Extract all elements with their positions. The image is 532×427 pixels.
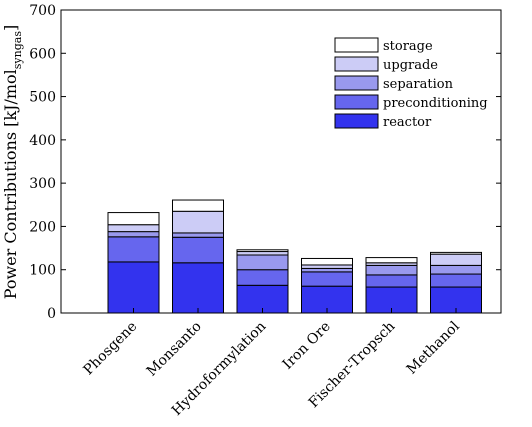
bar-segment-reactor: [107, 261, 160, 314]
bar-segment-preconditioning: [107, 236, 160, 263]
legend-swatch-separation: [334, 75, 379, 91]
y-axis-label-sub: syngas: [11, 31, 24, 70]
bar-segment-separation: [430, 264, 482, 275]
y-tick-label: 400: [29, 133, 56, 149]
legend-swatch-reactor: [334, 113, 379, 129]
bar-segment-storage: [172, 199, 224, 212]
bar-segment-separation: [107, 231, 160, 238]
bar-segment-storage: [430, 251, 482, 255]
legend-swatch-storage: [334, 37, 379, 53]
legend-swatch-preconditioning: [334, 94, 379, 110]
y-tick-label: 500: [29, 90, 56, 106]
y-tick-label: 200: [29, 219, 56, 235]
x-tick-label: Monsanto: [144, 319, 205, 380]
bar-segment-upgrade: [107, 224, 160, 233]
bar-segment-storage: [365, 257, 418, 264]
y-tick-label: 0: [47, 306, 56, 322]
y-axis-label-close: ]: [1, 25, 20, 31]
bar-segment-preconditioning: [301, 271, 353, 287]
y-axis: 0 100 200 300 400 500 600 700: [29, 3, 501, 322]
bar-segment-upgrade: [430, 253, 482, 266]
y-tick-label: 100: [29, 263, 56, 279]
x-tick-label: Iron Ore: [280, 319, 334, 373]
bar-segment-preconditioning: [430, 273, 482, 288]
bar-segment-separation: [236, 254, 289, 271]
bar-segment-upgrade: [172, 210, 224, 234]
bar-segment-upgrade: [236, 251, 289, 256]
x-tick-label: Phosgene: [81, 319, 141, 379]
bar-segment-separation: [172, 232, 224, 238]
y-tick-label: 600: [29, 46, 56, 62]
bar-segment-preconditioning: [172, 236, 224, 264]
legend-label-separation: separation: [383, 77, 454, 92]
bar-segment-reactor: [172, 262, 224, 314]
legend-swatch-upgrade: [334, 56, 379, 72]
x-tick-label: Methanol: [404, 318, 463, 377]
legend: storage upgrade separation preconditioning r…: [334, 37, 488, 130]
bars-group: [107, 199, 482, 314]
legend-label-preconditioning: preconditioning: [383, 96, 488, 111]
y-tick-label: 300: [29, 176, 56, 192]
bar-segment-preconditioning: [236, 269, 289, 286]
bar-segment-separation: [301, 267, 353, 273]
bar-segment-storage: [301, 257, 353, 266]
legend-label-reactor: reactor: [383, 115, 432, 130]
legend-label-upgrade: upgrade: [383, 58, 438, 73]
bar-segment-storage: [236, 249, 289, 253]
plot-frame: [60, 9, 502, 314]
y-axis-label-main: Power Contributions [kJ/mol: [1, 69, 20, 299]
bar-segment-separation: [365, 264, 418, 276]
bar-segment-storage: [107, 212, 160, 226]
y-axis-label: Power Contributions [kJ/molsyngas]: [1, 25, 24, 299]
bar-segment-upgrade: [301, 264, 353, 269]
legend-label-storage: storage: [383, 39, 433, 54]
bar-segment-preconditioning: [365, 274, 418, 288]
y-tick-label: 700: [29, 3, 56, 19]
